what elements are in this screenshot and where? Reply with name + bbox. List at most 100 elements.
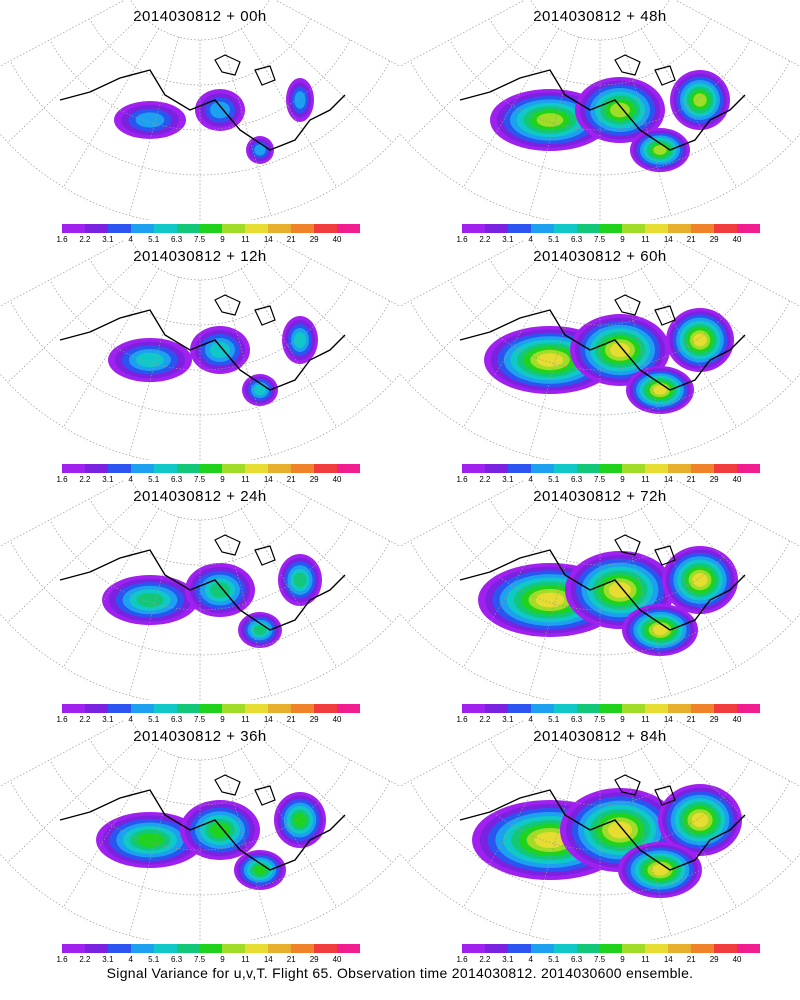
variance-field (610, 102, 630, 118)
colorbar-swatch (130, 224, 154, 233)
colorbar-swatch (199, 944, 223, 953)
colorbar-tick-label: 4 (528, 715, 533, 724)
colorbar-tick-label: 21 (686, 715, 696, 724)
colorbar-tick-label: 3.1 (102, 235, 114, 244)
panel-title: 2014030812 + 84h (533, 728, 667, 745)
colorbar-swatch (576, 704, 600, 713)
colorbar (62, 704, 360, 713)
longitude-line (128, 276, 179, 456)
colorbar-tick-label: 4 (528, 955, 533, 964)
map-panel-48h: 2014030812 + 48h 1.6 2.2 3.1 4 5.1 6.3 7.5 9 11 1… (400, 0, 800, 244)
latitude-line (89, 18, 311, 86)
colorbar-swatch (245, 704, 269, 713)
colorbar-swatch (176, 224, 200, 233)
variance-field (693, 333, 707, 347)
longitude-line (528, 276, 579, 456)
coastline (614, 54, 676, 86)
colorbar-tick-label: 29 (709, 475, 719, 484)
colorbar-tick-label: 40 (332, 235, 342, 244)
colorbar-tick-label: 14 (263, 475, 273, 484)
longitude-line (674, 480, 800, 547)
longitude-line (63, 28, 160, 188)
coastline (459, 309, 746, 391)
colorbar-tick-label: 14 (263, 235, 273, 244)
colorbar-swatch (268, 224, 292, 233)
coastline (214, 774, 276, 806)
latitude-line (489, 18, 711, 86)
colorbar-swatch (599, 224, 623, 233)
variance-field (254, 384, 266, 396)
longitude-line (674, 0, 800, 67)
colorbar-swatch (130, 704, 154, 713)
colorbar-tick-label: 2.2 (479, 235, 491, 244)
colorbar-swatch (553, 704, 577, 713)
colorbar-tick-label: 7.5 (193, 475, 206, 484)
colorbar-tick-label: 2.2 (79, 475, 91, 484)
coastline (59, 69, 346, 151)
colorbar-ticks: 1.6 2.2 3.1 4 5.1 6.3 7.5 9 11 14 21 29 40 (56, 715, 360, 725)
colorbar-tick-label: 9 (620, 475, 625, 484)
colorbar-swatch (291, 464, 315, 473)
colorbar (62, 224, 360, 233)
colorbar-tick-label: 7.5 (593, 715, 606, 724)
colorbar-tick-label: 29 (309, 955, 319, 964)
variance-field (536, 113, 564, 127)
latitude-line (89, 498, 311, 566)
map-panel-36h: 2014030812 + 36h 1.6 2.2 3.1 4 5.1 6.3 7.5 9 11 1… (0, 720, 400, 964)
coastline (214, 54, 276, 86)
colorbar-ticks: 1.6 2.2 3.1 4 5.1 6.3 7.5 9 11 14 21 29 40 (56, 955, 360, 965)
colorbar-tick-label: 1.6 (456, 955, 468, 964)
latitude-line (130, 0, 270, 41)
colorbar-tick-label: 7.5 (593, 475, 606, 484)
latitude-line (9, 60, 391, 176)
colorbar-swatch (245, 944, 269, 953)
variance-field (609, 582, 631, 598)
coastline (459, 789, 746, 871)
colorbar-tick-label: 1.6 (56, 235, 68, 244)
latitude-line (409, 780, 791, 896)
variance-field (536, 353, 564, 367)
colorbar-swatch (222, 224, 246, 233)
longitude-line (657, 254, 793, 383)
colorbar-tick-label: 4 (528, 235, 533, 244)
variance-field (210, 342, 230, 358)
colorbar-tick-label: 5.1 (548, 715, 560, 724)
latitude-line (0, 613, 400, 700)
colorbar-swatch (737, 944, 760, 953)
colorbar-tick-label: 7.5 (593, 235, 606, 244)
coastline (59, 789, 346, 871)
colorbar-swatch (62, 944, 85, 953)
longitude-line (221, 276, 272, 456)
longitude-line (407, 14, 543, 143)
colorbar (62, 464, 360, 473)
colorbar-swatch (176, 944, 200, 953)
colorbar-tick-label: 6.3 (171, 955, 183, 964)
latitude-line (89, 258, 311, 326)
colorbar-swatch (337, 944, 360, 953)
colorbar-tick-label: 6.3 (171, 715, 183, 724)
variance-field (135, 112, 165, 128)
colorbar-swatch (484, 944, 508, 953)
colorbar-tick-label: 5.1 (548, 235, 560, 244)
longitude-line (7, 494, 143, 623)
colorbar-swatch (268, 464, 292, 473)
coastline (459, 549, 746, 631)
colorbar-tick-label: 14 (663, 235, 673, 244)
colorbar-swatch (314, 704, 338, 713)
longitude-line (128, 756, 179, 936)
colorbar-swatch (737, 224, 760, 233)
colorbar-tick-label: 9 (620, 715, 625, 724)
colorbar-tick-label: 4 (128, 235, 133, 244)
colorbar-tick-label: 29 (709, 715, 719, 724)
colorbar-swatch (268, 944, 292, 953)
colorbar-tick-label: 40 (732, 955, 742, 964)
variance-field (293, 572, 307, 588)
panel-title: 2014030812 + 00h (133, 8, 267, 25)
colorbar-tick-label: 29 (309, 715, 319, 724)
longitude-line (63, 268, 160, 428)
colorbar-tick-label: 6.3 (571, 715, 583, 724)
variance-field (136, 592, 164, 608)
colorbar-tick-label: 14 (663, 955, 673, 964)
colorbar-tick-label: 14 (263, 715, 273, 724)
colorbar-swatch (314, 944, 338, 953)
